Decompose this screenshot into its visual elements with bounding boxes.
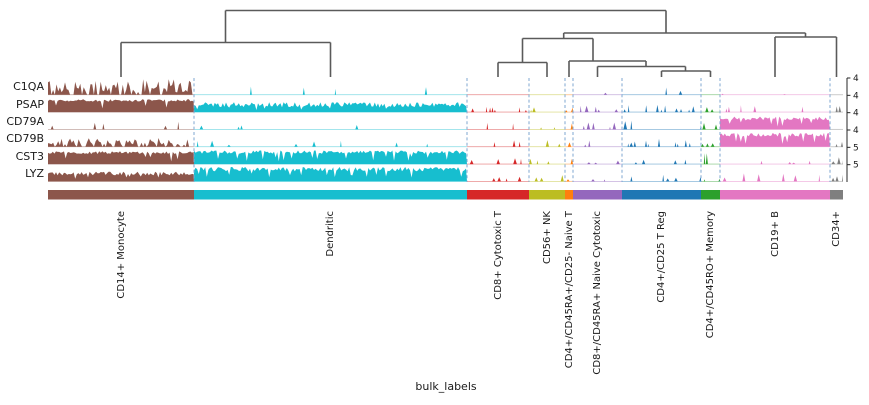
track-row-LYZ bbox=[48, 167, 843, 182]
track-row-CD79A bbox=[48, 116, 843, 130]
expression-fill bbox=[194, 140, 467, 147]
expression-fill bbox=[573, 105, 622, 113]
expression-fill bbox=[720, 132, 830, 147]
category-label-5: CD8+/CD45RA+ Naive Cytotoxic bbox=[592, 211, 603, 375]
dendrogram bbox=[120, 9, 838, 77]
x-axis-title: bulk_labels bbox=[415, 380, 477, 393]
expression-fill bbox=[529, 107, 565, 113]
expression-fill bbox=[48, 138, 194, 147]
expression-fill bbox=[48, 79, 194, 95]
expression-fill bbox=[467, 158, 529, 165]
expression-tracks bbox=[48, 79, 843, 182]
expression-fill bbox=[573, 160, 622, 165]
gene-label-CD79A: CD79A bbox=[6, 114, 44, 128]
expression-fill bbox=[701, 153, 720, 165]
gene-label-PSAP: PSAP bbox=[16, 97, 44, 111]
expression-fill bbox=[720, 173, 830, 182]
expression-fill bbox=[720, 116, 830, 130]
expression-fill bbox=[830, 157, 843, 165]
expression-fill bbox=[830, 174, 843, 182]
ymax-label: 5 bbox=[853, 161, 859, 171]
category-label-3: CD56+ NK bbox=[541, 211, 553, 265]
right-axis: 4 4 4 4 5 5 bbox=[846, 74, 859, 182]
expression-fill bbox=[529, 175, 565, 182]
expression-fill bbox=[573, 122, 622, 130]
expression-fill bbox=[194, 167, 467, 182]
colorbar-segment-9 bbox=[830, 190, 843, 200]
gene-label-CD79B: CD79B bbox=[6, 132, 44, 146]
expression-fill bbox=[701, 106, 720, 113]
colorbar-segment-5 bbox=[573, 190, 622, 200]
colorbar-segment-7 bbox=[701, 190, 720, 200]
expression-fill bbox=[701, 123, 720, 130]
expression-fill bbox=[467, 122, 529, 130]
gene-label-CST3: CST3 bbox=[15, 149, 44, 163]
expression-fill bbox=[48, 171, 194, 182]
expression-fill bbox=[48, 99, 194, 113]
category-label-9: CD34+ bbox=[831, 211, 842, 247]
expression-fill bbox=[194, 102, 467, 113]
category-label-4: CD4+/CD45RA+/CD25- Naive T bbox=[563, 211, 575, 369]
ymax-label: 4 bbox=[853, 126, 859, 136]
expression-fill bbox=[467, 106, 529, 113]
expression-fill bbox=[529, 158, 565, 165]
colorbar-segment-8 bbox=[720, 190, 830, 200]
category-label-2: CD8+ Cytotoxic T bbox=[492, 211, 504, 300]
ymax-label: 4 bbox=[853, 91, 859, 101]
expression-fill bbox=[194, 125, 467, 130]
ymax-label: 5 bbox=[853, 143, 859, 153]
expression-fill bbox=[194, 86, 467, 95]
expression-fill bbox=[565, 142, 573, 147]
expression-fill bbox=[622, 174, 701, 182]
expression-fill bbox=[48, 151, 194, 165]
colorbar-segment-3 bbox=[529, 190, 565, 200]
expression-fill bbox=[830, 106, 843, 113]
expression-fill bbox=[565, 107, 573, 113]
expression-fill bbox=[573, 140, 622, 147]
expression-fill bbox=[467, 176, 529, 182]
expression-fill bbox=[565, 123, 573, 130]
expression-fill bbox=[830, 141, 843, 147]
expression-fill bbox=[622, 104, 701, 113]
expression-fill bbox=[565, 179, 573, 182]
track-row-CST3 bbox=[48, 150, 843, 165]
category-label-7: CD4+/CD45RO+ Memory bbox=[705, 211, 716, 339]
expression-fill bbox=[194, 150, 467, 165]
category-label-6: CD4+/CD25 T Reg bbox=[656, 211, 667, 303]
expression-fill bbox=[622, 138, 701, 147]
expression-fill bbox=[720, 105, 830, 113]
colorbar-segment-2 bbox=[467, 190, 529, 200]
track-row-C1QA bbox=[48, 79, 843, 96]
expression-fill bbox=[622, 87, 701, 95]
category-label-0: CD14+ Monocyte bbox=[115, 211, 127, 299]
gene-label-LYZ: LYZ bbox=[25, 166, 44, 180]
colorbar-segment-0 bbox=[48, 190, 194, 200]
expression-fill bbox=[720, 160, 830, 165]
expression-fill bbox=[565, 158, 573, 165]
expression-fill bbox=[622, 159, 701, 165]
track-row-CD79B bbox=[48, 132, 843, 148]
category-colorbar bbox=[48, 190, 843, 200]
expression-fill bbox=[48, 121, 194, 130]
colorbar-segment-1 bbox=[194, 190, 467, 200]
expression-fill bbox=[467, 140, 529, 147]
expression-fill bbox=[701, 143, 720, 147]
colorbar-segment-6 bbox=[622, 190, 701, 200]
track-row-PSAP bbox=[48, 99, 843, 113]
gene-label-C1QA: C1QA bbox=[13, 80, 44, 94]
colorbar-segment-4 bbox=[565, 190, 573, 200]
category-label-1: Dendritic bbox=[325, 211, 336, 257]
ymax-label: 4 bbox=[853, 109, 859, 119]
ymax-label: 4 bbox=[853, 74, 859, 84]
expression-fill bbox=[529, 140, 565, 147]
category-separators bbox=[193, 78, 831, 182]
category-label-8: CD19+ B bbox=[769, 211, 781, 257]
expression-fill bbox=[622, 120, 701, 130]
